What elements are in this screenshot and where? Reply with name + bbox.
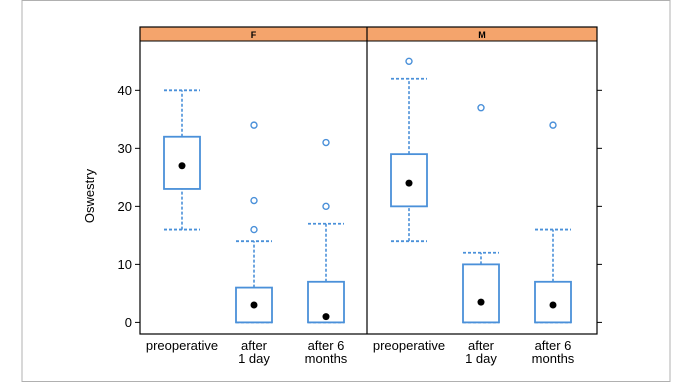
y-tick-label: 30 [118,141,132,156]
y-tick-label: 0 [125,315,132,330]
panel-strip-label: F [251,30,257,40]
x-category-label: after 1 day [238,338,270,366]
plot-frame [139,26,598,335]
median-dot [477,298,485,306]
outlier-point [322,138,330,147]
x-category-label: after 6 months [532,338,575,366]
y-tick-label: 40 [118,83,132,98]
figure-border [21,0,671,382]
outlier-point [250,121,258,129]
outlier-point [250,225,258,234]
median-dot [549,301,557,309]
outlier-point [250,196,258,205]
panel-strip-label: M [478,30,486,40]
outlier-point [322,202,330,211]
box-m-3: after 6 months [532,121,575,366]
outlier-point [477,104,485,112]
x-category-label: preoperative [373,338,445,353]
box-iqr [462,263,500,324]
plot-area: F M 0 10 20 30 40 preoperative after 1 day after 6… [118,26,602,366]
median-dot [178,162,186,170]
y-tick-label: 10 [118,257,132,272]
outlier-point [405,57,413,66]
x-category-label: preoperative [146,338,218,353]
median-dot [322,313,330,321]
y-axis-label: Oswestry [82,168,97,223]
box-m-1: preoperative [373,57,445,353]
x-category-label: after 1 day [465,338,497,366]
median-dot [250,301,258,309]
box-f-2: after 1 day [235,121,273,366]
x-category-label: after 6 months [305,338,348,366]
box-f-1: preoperative [146,89,218,353]
y-tick-label: 20 [118,199,132,214]
box-m-2: after 1 day [462,104,500,366]
box-f-3: after 6 months [305,138,348,366]
median-dot [405,179,413,187]
outlier-point [549,121,557,129]
